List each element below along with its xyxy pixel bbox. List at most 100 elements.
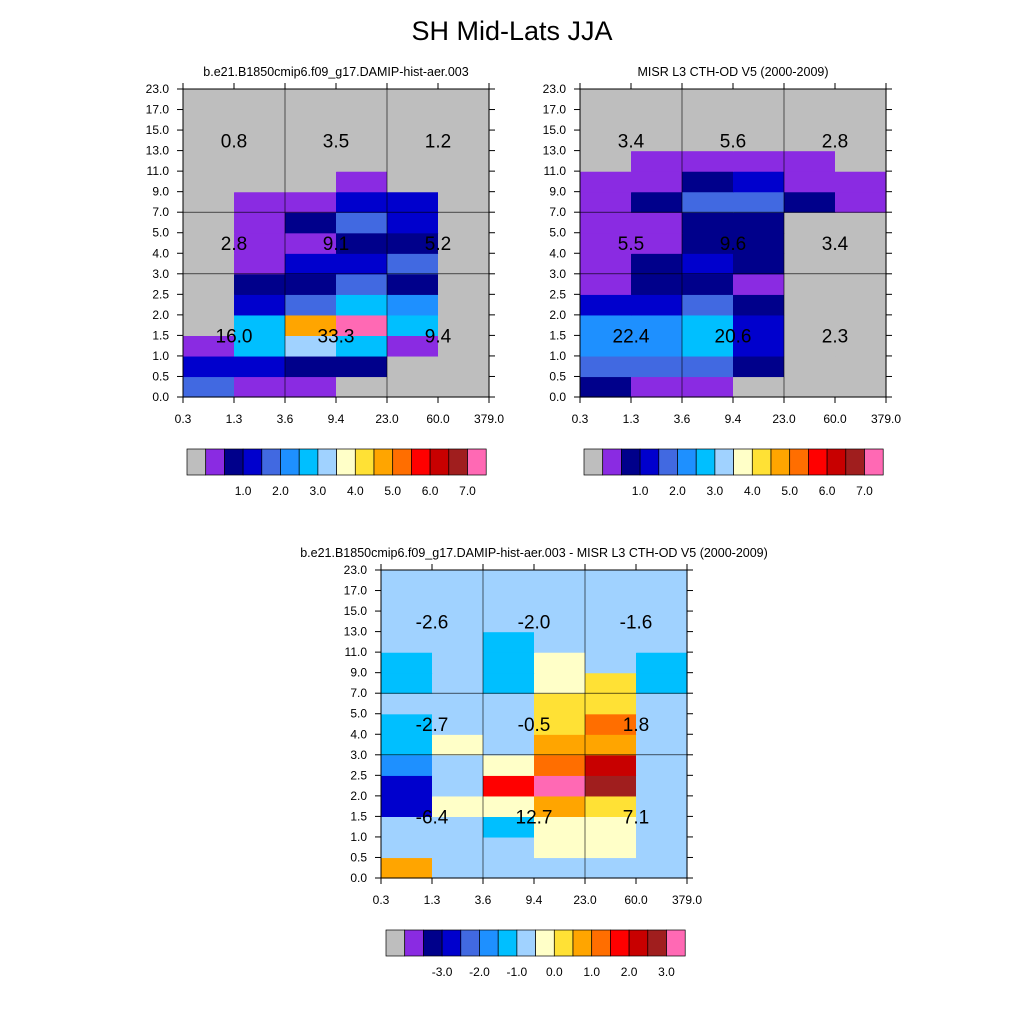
page-title: SH Mid-Lats JJA <box>411 16 613 46</box>
heatmap-cell <box>631 150 683 172</box>
group-value-label: 3.4 <box>822 234 849 255</box>
heatmap-cell <box>733 212 785 234</box>
heatmap-cell <box>336 232 388 254</box>
y-tick-label: 7.0 <box>152 205 169 219</box>
group-value-label: 5.6 <box>720 131 746 152</box>
heatmap-cell <box>636 816 688 838</box>
heatmap-cell <box>534 775 586 797</box>
heatmap-cell <box>387 314 439 336</box>
heatmap-cell <box>336 171 388 193</box>
group-value-label: 0.8 <box>221 131 247 152</box>
legend-swatch <box>535 929 555 957</box>
heatmap-cell <box>483 816 535 838</box>
y-tick-label: 4.0 <box>549 246 566 260</box>
heatmap-cell <box>285 89 337 111</box>
heatmap-cell <box>835 212 887 234</box>
heatmap-cell <box>835 171 887 193</box>
legend-swatch <box>658 448 678 476</box>
x-tick-label: 3.6 <box>475 893 492 907</box>
legend-label: -1.0 <box>507 965 528 979</box>
heatmap-cell <box>733 253 785 275</box>
heatmap-cell <box>631 273 683 295</box>
group-value-label: 2.3 <box>822 326 848 347</box>
heatmap-cell <box>438 150 490 172</box>
heatmap-cell <box>438 191 490 213</box>
x-tick-label: 60.0 <box>426 412 450 426</box>
heatmap-cell <box>438 376 490 398</box>
heatmap-cell <box>381 570 433 592</box>
heatmap-cell <box>733 355 785 378</box>
heatmap-cell <box>585 631 637 653</box>
heatmap-cell <box>387 191 439 213</box>
heatmap-cell <box>438 294 490 316</box>
legend-swatch <box>864 448 884 476</box>
group-value-label: 22.4 <box>613 326 650 347</box>
heatmap-cell <box>631 376 683 398</box>
heatmap-cell <box>585 795 637 817</box>
heatmap-cell <box>387 376 439 398</box>
y-tick-label: 1.5 <box>350 809 367 823</box>
heatmap-cell <box>438 171 490 193</box>
heatmap-cell <box>438 273 490 295</box>
heatmap-cell <box>835 335 887 357</box>
heatmap-cell <box>381 816 433 838</box>
y-tick-label: 3.0 <box>549 267 566 281</box>
legend-label: 4.0 <box>744 484 761 498</box>
heatmap-cell <box>381 713 433 735</box>
heatmap-cell <box>733 130 785 152</box>
heatmap-cell <box>183 253 235 275</box>
heatmap-cell <box>534 713 586 735</box>
heatmap-cell <box>483 652 535 674</box>
legend-swatch <box>336 448 356 476</box>
heatmap-cell <box>432 590 484 612</box>
y-tick-label: 4.0 <box>350 727 367 741</box>
heatmap-cell <box>835 109 887 131</box>
heatmap-cell <box>682 191 734 213</box>
heatmap-cell <box>483 631 535 653</box>
heatmap-cell <box>234 232 286 254</box>
heatmap-cell <box>336 191 388 213</box>
heatmap-cell <box>483 672 535 694</box>
x-tick-label: 23.0 <box>772 412 796 426</box>
legend-label: 5.0 <box>781 484 798 498</box>
heatmap-cell <box>234 191 286 213</box>
heatmap-cell <box>483 590 535 612</box>
y-tick-label: 11.0 <box>544 164 567 178</box>
heatmap-cell <box>285 294 337 316</box>
heatmap-cell <box>432 631 484 653</box>
y-tick-label: 17.0 <box>344 584 368 598</box>
heatmap-cell <box>183 355 235 378</box>
heatmap-cell <box>234 335 286 357</box>
y-tick-label: 15.0 <box>344 604 368 618</box>
heatmap-cell <box>580 314 632 336</box>
heatmap-cell <box>784 232 836 254</box>
legend-swatch <box>647 929 667 957</box>
heatmap-cell <box>534 652 586 674</box>
y-tick-label: 5.0 <box>350 707 367 721</box>
legend-swatch <box>666 929 686 957</box>
heatmap-cell <box>183 150 235 172</box>
heatmap-panel-1: b.e21.B1850cmip6.f09_g17.DAMIP-hist-aer.… <box>146 65 505 498</box>
legend-swatch <box>621 448 641 476</box>
legend-swatch <box>516 929 536 957</box>
heatmap-cell <box>835 253 887 275</box>
heatmap-cell <box>183 232 235 254</box>
heatmap-cell <box>585 754 637 776</box>
heatmap-cell <box>183 212 235 234</box>
y-tick-label: 1.5 <box>549 328 566 342</box>
heatmap-cell <box>483 857 535 879</box>
group-value-label: 9.1 <box>323 234 349 255</box>
heatmap-cell <box>631 253 683 275</box>
heatmap-cell <box>381 754 433 776</box>
heatmap-cell <box>387 355 439 378</box>
heatmap-cell <box>784 191 836 213</box>
legend-swatch <box>610 929 630 957</box>
heatmap-cell <box>636 672 688 694</box>
legend-swatch <box>572 929 593 957</box>
legend-swatch <box>467 448 487 476</box>
heatmap-cell <box>336 314 388 336</box>
panel-title: b.e21.B1850cmip6.f09_g17.DAMIP-hist-aer.… <box>300 546 768 560</box>
heatmap-cell <box>784 109 836 131</box>
heatmap-cell <box>336 89 388 111</box>
heatmap-cell <box>682 355 734 378</box>
